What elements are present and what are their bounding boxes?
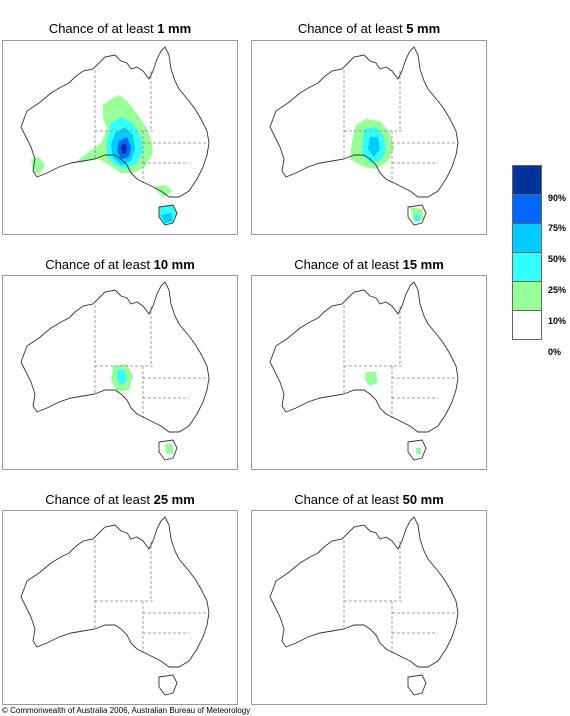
mainland-coastline <box>269 281 459 433</box>
probability-region <box>368 137 380 157</box>
panel-title-10mm: Chance of at least 10 mm <box>45 257 195 272</box>
map-5mm <box>251 40 487 235</box>
legend-label-0: 0% <box>548 347 562 357</box>
mainland-coastline <box>20 46 210 198</box>
legend-label-90: 90% <box>548 193 567 203</box>
legend-swatch-0 <box>512 310 542 340</box>
panel-title-15mm: Chance of at least 15 mm <box>294 257 444 272</box>
legend-swatch-75 <box>512 194 542 224</box>
probability-region <box>117 370 127 386</box>
panel-title-25mm: Chance of at least 25 mm <box>45 492 195 507</box>
map-50mm <box>251 510 487 705</box>
australia-map-svg <box>269 516 459 696</box>
map-25mm <box>2 510 238 705</box>
mainland-coastline <box>20 281 210 433</box>
state-borders <box>94 305 207 418</box>
tasmania-coastline <box>158 674 178 696</box>
panel-title-1mm: Chance of at least 1 mm <box>48 21 192 36</box>
state-borders <box>94 70 207 183</box>
probability-region <box>365 372 378 386</box>
australia-map-svg <box>20 516 210 696</box>
probability-region <box>414 215 420 221</box>
probability-region <box>161 213 173 223</box>
probability-region <box>153 185 173 197</box>
probability-region <box>31 157 45 175</box>
panel-title-5mm: Chance of at least 5 mm <box>297 21 441 36</box>
tasmania-coastline <box>407 204 427 226</box>
legend-swatch-25 <box>512 252 542 282</box>
legend-label-10: 10% <box>548 316 567 326</box>
tasmania-coastline <box>158 439 178 461</box>
mainland-coastline <box>20 516 210 668</box>
copyright-text: © Commonwealth of Australia 2006, Austra… <box>2 706 251 715</box>
mainland-coastline <box>269 516 459 668</box>
legend-label-25: 25% <box>548 285 567 295</box>
probability-region <box>121 144 127 154</box>
probability-region <box>165 444 173 454</box>
map-10mm <box>2 275 238 470</box>
legend-label-50: 50% <box>548 254 567 264</box>
legend-swatch-90 <box>512 165 542 195</box>
state-borders <box>94 540 207 653</box>
map-15mm <box>251 275 487 470</box>
tasmania-coastline <box>407 439 427 461</box>
state-borders <box>343 540 456 653</box>
australia-map-svg <box>20 46 210 226</box>
legend-swatch-50 <box>512 223 542 253</box>
map-1mm <box>2 40 238 235</box>
state-borders <box>343 70 456 183</box>
australia-map-svg <box>20 281 210 461</box>
state-borders <box>343 305 456 418</box>
australia-map-svg <box>269 46 459 226</box>
color-legend <box>512 165 542 340</box>
tasmania-coastline <box>407 674 427 696</box>
legend-label-75: 75% <box>548 223 567 233</box>
probability-region <box>416 448 421 454</box>
panel-title-50mm: Chance of at least 50 mm <box>294 492 444 507</box>
tasmania-coastline <box>158 204 178 226</box>
mainland-coastline <box>269 46 459 198</box>
australia-map-svg <box>269 281 459 461</box>
legend-swatch-10 <box>512 281 542 311</box>
